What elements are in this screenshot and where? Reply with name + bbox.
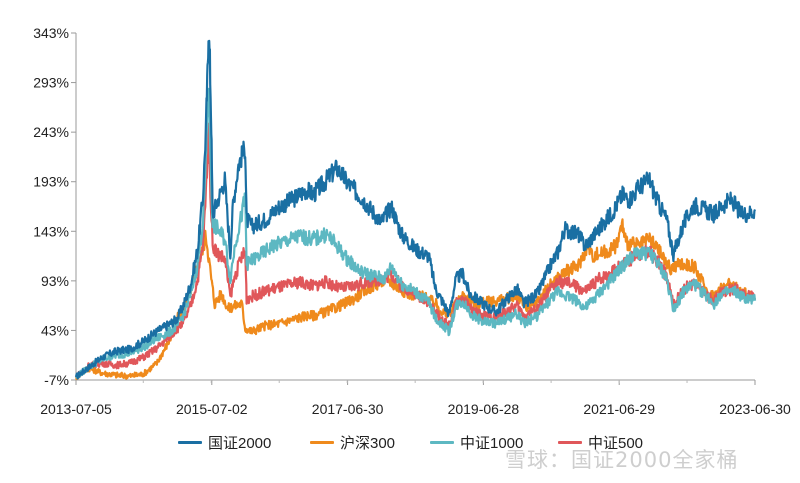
legend-label-hushen300: 沪深300 bbox=[340, 435, 396, 452]
chart-series bbox=[74, 39, 757, 381]
y-tick-label: 343% bbox=[33, 25, 69, 41]
legend-swatch-guozheng2000 bbox=[178, 441, 202, 444]
legend-item-guozheng2000[interactable]: 国证2000 bbox=[178, 432, 271, 453]
legend-label-zhongzheng1000: 中证1000 bbox=[460, 435, 524, 452]
y-tick-label: 193% bbox=[33, 174, 69, 190]
legend-swatch-zhongzheng1000 bbox=[430, 441, 454, 444]
legend-item-hushen300[interactable]: 沪深300 bbox=[310, 432, 395, 453]
legend-item-zhongzheng500[interactable]: 中证500 bbox=[558, 432, 643, 453]
x-tick-label: 2021-06-29 bbox=[583, 401, 655, 417]
y-tick-label: 143% bbox=[33, 223, 69, 239]
x-tick-label: 2019-06-28 bbox=[448, 401, 520, 417]
x-tick-label: 2015-07-02 bbox=[176, 401, 248, 417]
legend-label-zhongzheng500: 中证500 bbox=[588, 435, 644, 452]
x-tick-label: 2023-06-30 bbox=[719, 401, 791, 417]
chart-legend: 国证2000 沪深300 中证1000 中证500 bbox=[0, 432, 800, 462]
series-line-2 bbox=[75, 87, 757, 379]
legend-label-guozheng2000: 国证2000 bbox=[208, 435, 272, 452]
legend-item-zhongzheng1000[interactable]: 中证1000 bbox=[430, 432, 523, 453]
watermark: 雪球：国证2000全家桶 bbox=[505, 448, 739, 472]
x-tick-label: 2017-06-30 bbox=[312, 401, 384, 417]
series-line-0 bbox=[74, 39, 757, 380]
y-tick-label: 43% bbox=[41, 322, 69, 338]
y-tick-label: -7% bbox=[44, 372, 69, 388]
y-tick-label: 93% bbox=[41, 273, 69, 289]
legend-swatch-zhongzheng500 bbox=[558, 441, 582, 444]
legend-swatch-hushen300 bbox=[310, 441, 334, 444]
y-tick-label: 243% bbox=[33, 124, 69, 140]
chart-axes: -7% 43% 93% 143% 193% 243% 293% 343% 2013-07-05 2… bbox=[33, 25, 791, 417]
x-tick-label: 2013-07-05 bbox=[40, 401, 112, 417]
y-tick-label: 293% bbox=[33, 75, 69, 91]
